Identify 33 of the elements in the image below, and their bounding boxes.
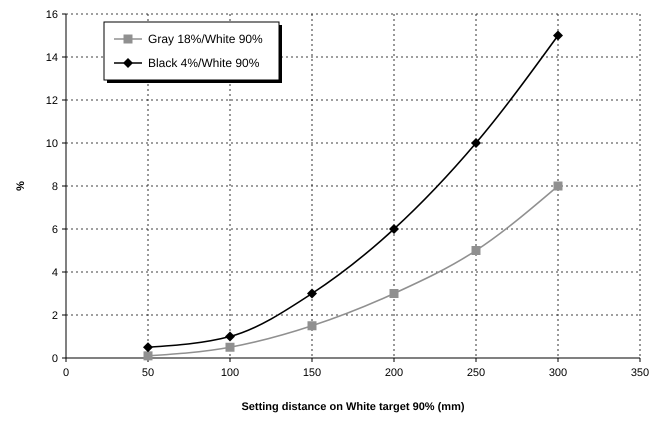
x-tick-label: 150 xyxy=(302,367,322,379)
x-tick-label: 100 xyxy=(220,367,240,379)
point xyxy=(472,246,480,255)
y-tick-label: 6 xyxy=(52,224,58,236)
point xyxy=(307,288,317,298)
x-tick-label: 300 xyxy=(548,367,568,379)
y-axis-title: % xyxy=(15,180,27,191)
point xyxy=(554,182,562,190)
y-tick-label: 12 xyxy=(46,94,58,107)
x-tick-label: 0 xyxy=(62,367,70,379)
y-tick-label: 14 xyxy=(46,52,58,64)
point xyxy=(226,342,234,352)
point xyxy=(143,342,153,352)
x-tick-label: 350 xyxy=(630,367,650,379)
legend-label: Gray 18%/White 90% xyxy=(148,32,264,46)
x-tick-label: 200 xyxy=(384,367,404,379)
y-tick-label: 16 xyxy=(46,8,58,21)
point xyxy=(144,351,152,360)
point xyxy=(553,30,563,40)
legend-label: Black 4%/White 90% xyxy=(148,56,260,70)
point xyxy=(225,332,235,342)
y-tick-label: 2 xyxy=(52,310,58,322)
x-axis-title: Setting distance on White target 90% (mm) xyxy=(241,401,465,413)
y-tick-label: 10 xyxy=(46,138,58,150)
x-tick-label: 50 xyxy=(142,367,154,379)
point xyxy=(389,224,399,234)
point xyxy=(308,321,316,330)
point xyxy=(471,138,481,148)
x-tick-label: 250 xyxy=(466,367,486,379)
y-tick-label: 0 xyxy=(52,352,58,365)
y-tick-label: 8 xyxy=(52,180,58,193)
y-tick-label: 4 xyxy=(52,266,58,279)
point xyxy=(390,289,398,298)
